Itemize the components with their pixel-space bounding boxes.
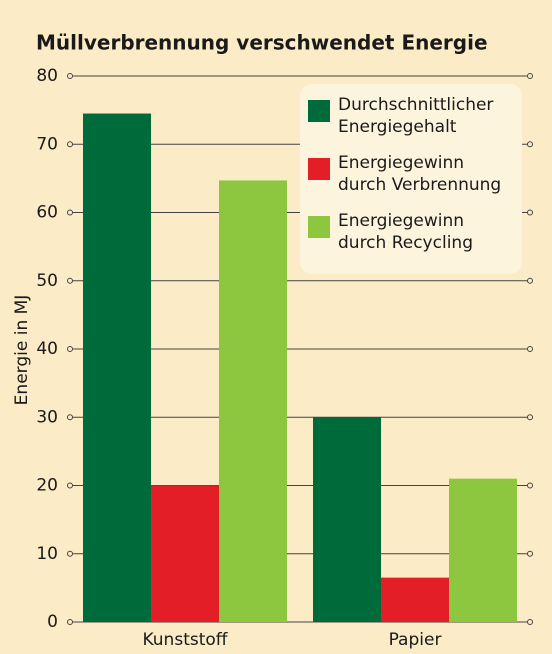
grid-end [527, 73, 533, 79]
legend-swatch [308, 158, 330, 180]
grid-end [67, 141, 73, 148]
legend-item: Energiegewinn durch Recycling [308, 210, 514, 254]
grid-end [67, 73, 73, 79]
legend-item: Energiegewinn durch Verbrennung [308, 152, 514, 196]
bar [381, 577, 449, 622]
x-tick-label: Kunststoff [142, 630, 228, 650]
grid-end [527, 277, 533, 284]
legend-item: Durchschnittlicher Energiegehalt [308, 94, 514, 138]
bar [449, 478, 517, 622]
y-tick-label: 80 [36, 66, 58, 86]
bar [313, 417, 381, 622]
grid-end [67, 209, 73, 216]
grid-end [67, 482, 73, 489]
legend-label: Durchschnittlicher Energiegehalt [338, 95, 494, 137]
legend: Durchschnittlicher Energiegehalt Energieg… [300, 84, 522, 274]
grid-end [67, 346, 73, 352]
grid-end [67, 277, 73, 284]
bar [151, 485, 219, 622]
grid-end [527, 346, 533, 352]
y-tick-label: 50 [36, 271, 58, 291]
grid-end [527, 482, 533, 489]
chart-title: Müllverbrennung verschwendet Energie [36, 31, 488, 55]
y-axis-label: Energie in MJ [12, 295, 32, 406]
grid-end [67, 414, 73, 421]
grid-end [67, 550, 73, 557]
y-tick-label: 60 [36, 203, 58, 223]
legend-label: Energiegewinn durch Recycling [338, 211, 473, 253]
grid-end [527, 141, 533, 148]
grid-end [527, 414, 533, 421]
bar [219, 180, 287, 623]
y-tick-label: 20 [36, 476, 58, 496]
y-tick-label: 10 [36, 544, 58, 564]
y-tick-label: 0 [47, 612, 58, 632]
y-tick-label: 70 [36, 134, 58, 154]
y-tick-label: 30 [36, 407, 58, 427]
x-tick-label: Papier [389, 630, 442, 650]
y-tick-label: 40 [36, 339, 58, 359]
legend-swatch [308, 216, 330, 238]
grid-end [527, 550, 533, 557]
grid-end [67, 619, 73, 625]
legend-swatch [308, 100, 330, 122]
grid-end [527, 209, 533, 216]
grid-end [527, 619, 533, 625]
bar [83, 113, 151, 622]
legend-label: Energiegewinn durch Verbrennung [338, 153, 502, 195]
